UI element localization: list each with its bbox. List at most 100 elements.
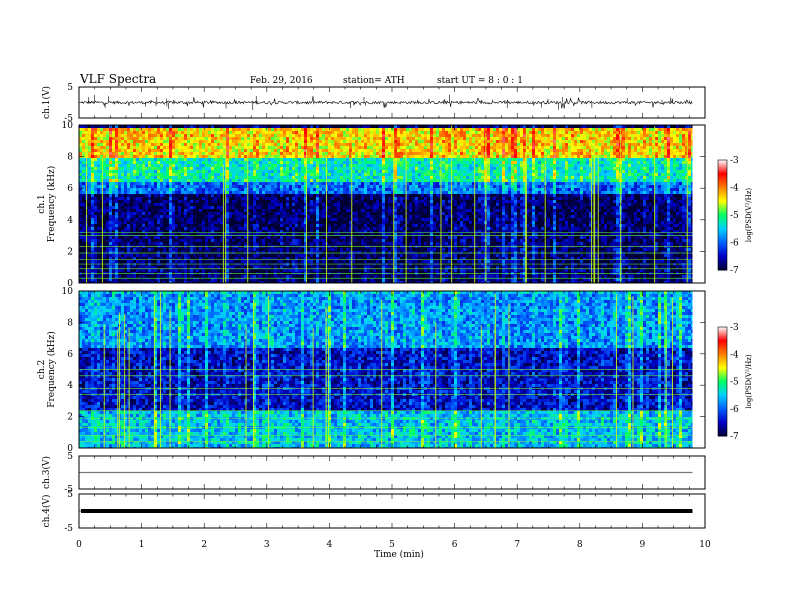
spectrogram-cell — [244, 215, 247, 218]
spectrogram-cell — [142, 275, 145, 278]
spectrogram-cell — [232, 260, 235, 263]
spectrogram-cell — [133, 131, 136, 134]
spectrogram-cell — [313, 158, 316, 161]
spectrogram-cell — [154, 185, 157, 188]
spectrogram-cell — [196, 143, 199, 146]
spectrogram-cell — [208, 131, 211, 134]
spectrogram-cell — [250, 176, 253, 179]
spectrogram-cell — [127, 158, 130, 161]
spectrogram-cell — [223, 134, 226, 137]
spectrogram-cell — [139, 140, 142, 143]
spectrogram-cell — [274, 269, 277, 272]
spectrogram-cell — [241, 254, 244, 257]
spectrogram-cell — [214, 191, 217, 194]
spectrogram-cell — [97, 221, 100, 224]
spectrogram-cell — [145, 227, 148, 230]
spectrogram-cell — [166, 224, 169, 227]
spectrogram-cell — [157, 275, 160, 278]
spectrogram-cell — [172, 206, 175, 209]
spectrogram-cell — [232, 269, 235, 272]
spectrogram-cell — [112, 182, 115, 185]
spectrogram-cell — [262, 161, 265, 164]
spectrogram-cell — [229, 227, 232, 230]
spectrogram-cell — [133, 152, 136, 155]
spectrogram-cell — [127, 179, 130, 182]
spectrogram-cell — [160, 149, 163, 152]
spectrogram-cell — [205, 161, 208, 164]
spectrogram-cell — [148, 209, 151, 212]
spectrogram-cell — [271, 269, 274, 272]
spectrogram-cell — [313, 173, 316, 176]
spectrogram-cell — [307, 239, 310, 242]
spectrogram-cell — [160, 260, 163, 263]
spectrogram-cell — [172, 146, 175, 149]
spectrogram-cell — [292, 239, 295, 242]
spectrogram-cell — [274, 236, 277, 239]
spectrogram-cell — [88, 203, 91, 206]
spectrogram-cell — [133, 155, 136, 158]
spectrogram-cell — [286, 179, 289, 182]
spectrogram-cell — [217, 254, 220, 257]
spectrogram-cell — [178, 218, 181, 221]
spectrogram-cell — [259, 221, 262, 224]
spectrogram-cell — [289, 131, 292, 134]
spectrogram-cell — [91, 221, 94, 224]
spectrogram-cell — [199, 197, 202, 200]
spectrogram-cell — [139, 134, 142, 137]
spectrogram-cell — [244, 176, 247, 179]
spectrogram-cell — [307, 263, 310, 266]
spectrogram-cell — [193, 254, 196, 257]
spectrogram-cell — [256, 167, 259, 170]
spectrogram-cell — [190, 143, 193, 146]
spectrogram-cell — [265, 224, 268, 227]
spectrogram-cell — [220, 218, 223, 221]
spectrogram-cell — [112, 251, 115, 254]
spectrogram-cell — [175, 149, 178, 152]
spectrogram-cell — [211, 134, 214, 137]
spectrogram-cell — [88, 221, 91, 224]
spectrogram-cell — [274, 155, 277, 158]
spectrogram-cell — [220, 269, 223, 272]
spectrogram-cell — [262, 254, 265, 257]
spectrogram-cell — [277, 218, 280, 221]
spectrogram-cell — [127, 239, 130, 242]
spectrogram-cell — [211, 158, 214, 161]
spectrogram-cell — [274, 167, 277, 170]
spectrogram-cell — [208, 194, 211, 197]
spectrogram-cell — [190, 212, 193, 215]
spectrogram-cell — [94, 227, 97, 230]
spectrogram-cell — [223, 128, 226, 131]
spectrogram-cell — [136, 185, 139, 188]
spectrogram-cell — [187, 254, 190, 257]
spectrogram-cell — [292, 227, 295, 230]
spectrogram-cell — [268, 191, 271, 194]
spectrogram-cell — [193, 140, 196, 143]
spectrogram-cell — [268, 221, 271, 224]
spectrogram-cell — [139, 218, 142, 221]
spectrogram-cell — [151, 158, 154, 161]
spectrogram-cell — [130, 248, 133, 251]
spectrogram-cell — [175, 176, 178, 179]
spectrogram-cell — [148, 227, 151, 230]
spectrogram-cell — [88, 146, 91, 149]
spectrogram-cell — [106, 149, 109, 152]
spectrogram-cell — [163, 203, 166, 206]
spectrogram-cell — [199, 173, 202, 176]
spectrogram-cell — [109, 215, 112, 218]
spectrogram-cell — [148, 269, 151, 272]
spectrogram-cell — [172, 170, 175, 173]
spectrogram-cell — [259, 197, 262, 200]
spectrogram-cell — [298, 218, 301, 221]
spectrogram-cell — [145, 161, 148, 164]
spectrogram-cell — [217, 131, 220, 134]
spectrogram-cell — [220, 158, 223, 161]
spectrogram-cell — [250, 239, 253, 242]
spectrogram-cell — [199, 188, 202, 191]
spectrogram-cell — [301, 251, 304, 254]
spectrogram-cell — [271, 197, 274, 200]
spectrogram-cell — [193, 167, 196, 170]
spectrogram-cell — [103, 176, 106, 179]
spectrogram-cell — [172, 149, 175, 152]
spectrogram-cell — [184, 131, 187, 134]
spectrogram-cell — [82, 146, 85, 149]
